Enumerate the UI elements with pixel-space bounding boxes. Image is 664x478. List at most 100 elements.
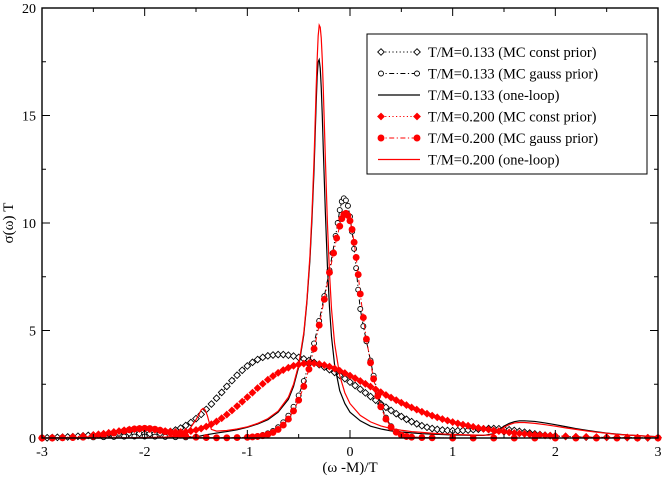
series-4-point — [381, 391, 390, 399]
series-5-point — [377, 403, 385, 411]
series-2-point — [342, 197, 349, 204]
series-4-point — [366, 382, 375, 391]
series-4-point — [361, 379, 370, 388]
series-4-point — [330, 364, 339, 373]
x-tick-label: 3 — [655, 445, 662, 460]
series-1-point — [186, 418, 195, 427]
series-5-point — [315, 321, 323, 329]
x-tick-label: -2 — [139, 445, 151, 460]
legend-marker-point — [377, 112, 385, 121]
series-4-point — [412, 405, 421, 414]
series-5-point — [350, 238, 358, 246]
series-1-point — [366, 392, 375, 401]
series-5-point — [352, 253, 360, 261]
series-1-point — [248, 358, 257, 367]
series-5-point — [408, 433, 416, 441]
x-tick-label: -3 — [36, 445, 48, 460]
series-1-point — [356, 385, 365, 394]
series-5 — [38, 209, 662, 442]
series-1-point — [253, 355, 262, 364]
legend-marker-point — [378, 70, 384, 77]
series-4-point — [417, 407, 426, 416]
series-4-point — [402, 401, 411, 410]
series-5-point — [354, 271, 362, 279]
legend-label: T/M=0.133 (MC const prior) — [428, 45, 597, 61]
series-4-point — [464, 421, 473, 430]
series-4-point — [541, 431, 550, 440]
series-4-point — [397, 398, 406, 407]
series-5-point — [274, 425, 282, 433]
legend: T/M=0.133 (MC const prior) T/M=0.133 (MC … — [366, 33, 648, 175]
series-5-point — [336, 222, 344, 230]
series-1-point — [402, 415, 411, 424]
series-1-point — [222, 382, 231, 391]
legend-marker-point — [413, 112, 421, 121]
series-1-point — [212, 394, 221, 403]
y-tick-label: 0 — [29, 432, 36, 447]
y-axis-label: σ(ω) T — [1, 203, 17, 244]
series-1-point — [197, 410, 206, 419]
series-2-point — [336, 207, 343, 214]
series-1-point — [392, 409, 401, 418]
series-5-point — [333, 234, 341, 242]
series-1-point — [243, 362, 252, 370]
series-2-point — [357, 306, 364, 312]
series-5-point — [295, 396, 303, 404]
series-4-point — [340, 369, 349, 378]
series-4-point — [520, 429, 529, 438]
series-4-point — [453, 419, 462, 428]
series-4-point — [269, 372, 277, 381]
y-tick-label: 5 — [29, 325, 36, 340]
x-tick-label: -1 — [241, 445, 253, 460]
series-4-point — [227, 406, 236, 415]
series-4-point — [258, 379, 267, 388]
series-4-point — [253, 384, 262, 393]
series-5-point — [290, 407, 297, 415]
series-4-point — [546, 431, 555, 440]
series-4-point — [315, 360, 324, 368]
series-4-point — [479, 424, 488, 433]
series-5-point — [284, 415, 292, 423]
legend-label: T/M=0.200 (MC const prior) — [428, 110, 597, 126]
legend-label: T/M=0.200 (one-loop) — [428, 153, 560, 169]
series-5-point — [359, 314, 367, 322]
legend-item: T/M=0.200 (MC gauss prior) — [377, 131, 598, 147]
x-axis-label: (ω -M)/T — [322, 460, 377, 476]
series-4-point — [320, 361, 329, 370]
series-1-point — [340, 374, 349, 383]
series-1-point — [361, 388, 370, 397]
legend-item: T/M=0.133 (MC gauss prior) — [378, 67, 598, 83]
legend-marker-point — [413, 48, 421, 56]
series-1-point — [274, 350, 283, 359]
legend-marker-point — [377, 48, 385, 56]
series-4-point — [371, 385, 380, 394]
series-5-point — [300, 382, 308, 390]
series-1-point — [217, 388, 226, 397]
series-4-point — [474, 423, 483, 432]
series-4-point — [448, 418, 457, 427]
series-4-point — [263, 375, 272, 384]
series-4-point — [484, 425, 493, 434]
series-4-point — [233, 402, 242, 411]
series-5-point — [348, 225, 356, 233]
legend-item: T/M=0.133 (one-loop) — [378, 88, 560, 104]
series-6-line — [42, 22, 659, 439]
series-4-point — [505, 428, 514, 437]
series-1-point — [238, 366, 247, 375]
series-4-point — [351, 374, 360, 383]
series-1-point — [428, 424, 437, 433]
x-tick-label: 1 — [449, 445, 456, 460]
series-6 — [42, 22, 659, 439]
series-4-point — [202, 422, 211, 431]
series-4-point — [325, 362, 334, 371]
series-4-point — [238, 397, 247, 406]
series-4-point — [274, 368, 283, 377]
series-5-point — [346, 217, 354, 225]
series-1-point — [387, 406, 396, 415]
series-4-point — [346, 371, 354, 380]
series-5-point — [362, 335, 370, 343]
series-5-point — [330, 249, 338, 257]
series-1-point — [207, 400, 216, 408]
series-4-point — [279, 366, 288, 374]
series-5-point — [374, 392, 382, 400]
